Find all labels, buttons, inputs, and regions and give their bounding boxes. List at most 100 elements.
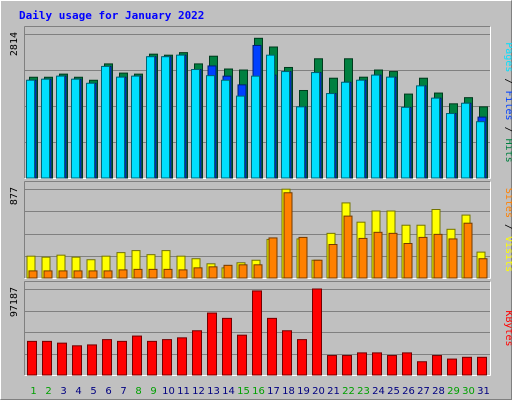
bar-pages-2 [41, 78, 50, 179]
bar-kbytes-20 [312, 288, 322, 376]
x-tick-label-17: 17 [267, 386, 280, 397]
bar-kbytes-18 [282, 330, 292, 376]
bar-pages-10 [161, 56, 170, 179]
y-axis-label-separator: / [503, 218, 512, 236]
bar-kbytes-29 [447, 358, 457, 376]
x-tick-label-13: 13 [207, 386, 220, 397]
y-axis-label-part-visits: Visits [503, 236, 512, 272]
y-axis-label-part-hits: Hits [503, 139, 512, 163]
x-tick-label-1: 1 [30, 386, 36, 397]
x-tick-label-11: 11 [177, 386, 190, 397]
bar-pages-17 [266, 54, 275, 179]
x-tick-label-31: 31 [477, 386, 490, 397]
bar-sites-14 [223, 264, 233, 279]
bar-sites-10 [163, 268, 173, 279]
bar-pages-13 [206, 75, 215, 179]
bar-kbytes-17 [267, 317, 277, 376]
y-axis-label-1: Sites / Visits [503, 188, 512, 272]
x-tick-label-7: 7 [120, 386, 126, 397]
x-tick-label-20: 20 [312, 386, 325, 397]
x-tick-label-19: 19 [297, 386, 310, 397]
bar-pages-29 [446, 113, 455, 179]
bar-pages-28 [431, 97, 440, 179]
bar-pages-30 [461, 102, 470, 179]
bar-sites-4 [73, 270, 83, 279]
bar-sites-2 [43, 270, 53, 279]
bar-kbytes-28 [432, 355, 442, 376]
y-axis-label-part-pages: Pages [503, 42, 512, 72]
bar-kbytes-10 [162, 339, 172, 376]
x-tick-label-27: 27 [417, 386, 430, 397]
bar-kbytes-7 [117, 340, 127, 376]
bar-pages-25 [386, 76, 395, 179]
bar-sites-25 [388, 232, 398, 279]
bar-sites-24 [373, 231, 383, 279]
x-tick-label-16: 16 [252, 386, 265, 397]
bar-pages-22 [341, 81, 350, 179]
y-axis-label-2: KBytes [503, 310, 512, 346]
bar-kbytes-5 [87, 344, 97, 376]
bar-pages-3 [56, 75, 65, 179]
bar-pages-7 [116, 76, 125, 179]
bar-kbytes-11 [177, 337, 187, 376]
bar-kbytes-19 [297, 339, 307, 376]
bar-pages-4 [71, 78, 80, 179]
bar-pages-20 [311, 72, 320, 179]
bar-kbytes-27 [417, 361, 427, 376]
bar-pages-1 [26, 79, 35, 179]
x-tick-label-4: 4 [75, 386, 81, 397]
bar-sites-28 [433, 233, 443, 279]
x-tick-label-22: 22 [342, 386, 355, 397]
bar-sites-27 [418, 236, 428, 279]
bar-sites-12 [193, 267, 203, 279]
bar-kbytes-13 [207, 312, 217, 376]
bar-kbytes-16 [252, 290, 262, 376]
y-axis-label-separator: / [503, 121, 512, 139]
y-axis-label-separator: / [503, 72, 512, 90]
bar-kbytes-12 [192, 330, 202, 376]
y-max-label-0: 2814 [9, 32, 20, 56]
bar-kbytes-14 [222, 317, 232, 376]
bar-sites-5 [88, 270, 98, 279]
chart-title: Daily usage for January 2022 [19, 9, 204, 22]
bar-pages-8 [131, 75, 140, 179]
y-axis-label-0: Pages / Files / Hits [503, 42, 512, 162]
bar-pages-15 [236, 95, 245, 179]
y-axis-label-part-sites: Sites [503, 188, 512, 218]
bar-pages-5 [86, 82, 95, 179]
x-tick-label-26: 26 [402, 386, 415, 397]
bar-pages-26 [401, 106, 410, 179]
bar-sites-8 [133, 268, 143, 279]
x-tick-label-9: 9 [150, 386, 156, 397]
x-tick-label-23: 23 [357, 386, 370, 397]
bar-kbytes-3 [57, 342, 67, 376]
bar-kbytes-9 [147, 340, 157, 376]
bar-sites-26 [403, 242, 413, 279]
bar-pages-16 [251, 75, 260, 179]
y-max-label-1: 877 [9, 187, 20, 205]
bar-kbytes-30 [462, 356, 472, 376]
bar-sites-30 [463, 222, 473, 279]
x-tick-label-29: 29 [447, 386, 460, 397]
bar-kbytes-4 [72, 345, 82, 376]
bar-kbytes-22 [342, 355, 352, 376]
bar-pages-12 [191, 69, 200, 179]
y-axis-label-part-kbytes: KBytes [503, 310, 512, 346]
bar-kbytes-25 [387, 355, 397, 376]
bar-sites-16 [253, 264, 263, 279]
bar-sites-15 [238, 264, 248, 279]
x-tick-label-28: 28 [432, 386, 445, 397]
bar-sites-22 [343, 215, 353, 279]
bar-pages-11 [176, 54, 185, 179]
x-tick-label-8: 8 [135, 386, 141, 397]
bar-sites-20 [313, 259, 323, 279]
bar-kbytes-21 [327, 355, 337, 376]
y-max-label-2: 97187 [9, 287, 20, 317]
bar-sites-11 [178, 269, 188, 279]
bar-pages-9 [146, 56, 155, 179]
bar-sites-23 [358, 237, 368, 279]
bar-kbytes-8 [132, 335, 142, 376]
bar-pages-14 [221, 79, 230, 179]
y-axis-label-part-files: Files [503, 90, 512, 120]
x-tick-label-5: 5 [90, 386, 96, 397]
